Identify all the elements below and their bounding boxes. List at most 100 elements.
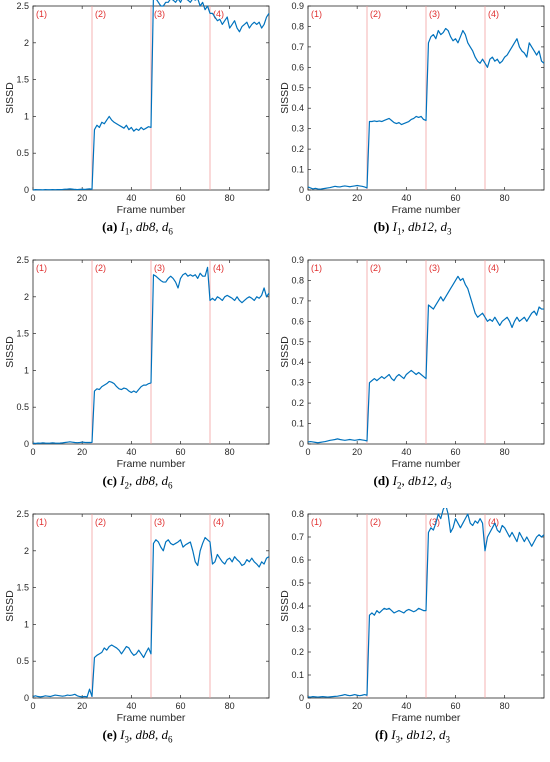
data-point — [330, 440, 331, 441]
data-point — [114, 122, 115, 123]
data-point — [403, 612, 404, 613]
data-point — [352, 186, 353, 187]
data-point — [62, 189, 63, 190]
segment-label: (2) — [95, 263, 106, 273]
data-point — [438, 513, 439, 514]
caption-image-sub: 1 — [124, 226, 130, 237]
data-point — [69, 441, 70, 442]
data-point — [32, 443, 33, 444]
data-point — [82, 189, 83, 190]
data-point — [268, 293, 269, 294]
data-point — [477, 61, 478, 62]
data-point — [246, 22, 247, 23]
data-point — [168, 539, 169, 540]
data-point — [310, 187, 311, 188]
data-point — [325, 696, 326, 697]
data-point — [534, 50, 535, 51]
data-point — [430, 527, 431, 528]
x-tick-label: 0 — [305, 701, 310, 711]
data-point — [207, 267, 208, 268]
data-point — [376, 121, 377, 122]
data-point — [47, 696, 48, 697]
data-point — [229, 296, 230, 297]
data-point — [366, 187, 367, 188]
data-point — [195, 0, 196, 1]
data-point — [425, 378, 426, 379]
y-tick-label: 0.1 — [291, 419, 304, 429]
data-point — [507, 54, 508, 55]
data-point — [141, 127, 142, 128]
y-axis-label: SISSD — [4, 82, 16, 114]
y-tick-label: 0.4 — [291, 103, 304, 113]
data-point — [337, 696, 338, 697]
data-point — [246, 559, 247, 560]
data-point — [37, 696, 38, 697]
data-point — [433, 34, 434, 35]
data-point — [165, 281, 166, 282]
data-point — [322, 188, 323, 189]
x-tick-label: 60 — [175, 447, 185, 457]
data-point — [251, 298, 252, 299]
data-point — [190, 541, 191, 542]
data-point — [116, 386, 117, 387]
data-point — [538, 534, 539, 535]
data-point — [170, 276, 171, 277]
data-point — [116, 647, 117, 648]
data-point — [104, 385, 105, 386]
y-tick-label: 0.1 — [291, 670, 304, 680]
data-point — [202, 276, 203, 277]
data-point — [74, 694, 75, 695]
x-tick-label: 0 — [305, 447, 310, 457]
data-point — [408, 121, 409, 122]
data-point — [438, 300, 439, 301]
data-point — [538, 306, 539, 307]
data-point — [241, 565, 242, 566]
data-point — [406, 610, 407, 611]
data-point — [428, 532, 429, 533]
data-point — [320, 442, 321, 443]
data-point — [317, 696, 318, 697]
data-point — [106, 650, 107, 651]
chart-panel-e: (1) (2) (3) (4) 0 0.5 1 1.5 2 2.5 0 20 40 60 80 Frame n… — [0, 508, 275, 762]
x-tick-label: 40 — [401, 701, 411, 711]
data-point — [455, 38, 456, 39]
y-axis-label: SISSD — [4, 336, 16, 368]
data-point — [484, 63, 485, 64]
data-point — [259, 22, 260, 23]
data-point — [224, 20, 225, 21]
x-tick-label: 40 — [126, 701, 136, 711]
data-point — [516, 317, 517, 318]
data-point — [79, 442, 80, 443]
data-point — [219, 558, 220, 559]
data-point — [163, 281, 164, 282]
data-point — [538, 50, 539, 51]
data-point — [307, 186, 308, 187]
y-tick-label: 0.7 — [291, 296, 304, 306]
x-tick-label: 40 — [401, 193, 411, 203]
chart-panel-c: (1) (2) (3) (4) 0 0.5 1 1.5 2 2.5 0 20 40 60 80 Frame n… — [0, 254, 275, 508]
y-tick-label: 0.6 — [291, 555, 304, 565]
data-point — [381, 610, 382, 611]
caption-image-sub: 2 — [124, 480, 130, 491]
segment-label: (4) — [213, 9, 224, 19]
data-point — [182, 274, 183, 275]
data-point — [219, 298, 220, 299]
data-point — [155, 276, 156, 277]
data-point — [448, 513, 449, 514]
data-point — [332, 439, 333, 440]
data-point — [467, 288, 468, 289]
data-point — [504, 57, 505, 58]
data-point — [371, 121, 372, 122]
data-point — [195, 274, 196, 275]
data-point — [479, 315, 480, 316]
chart-panel-a: (1) (2) (3) (4) 0 0.5 1 1.5 2 2.5 0 20 40 60 80 Frame n… — [0, 0, 275, 254]
data-point — [232, 561, 233, 562]
data-point — [32, 189, 33, 190]
data-point — [479, 63, 480, 64]
data-point — [227, 295, 228, 296]
y-tick-label: 1 — [24, 111, 29, 121]
chart-panel-d: (1) (2) (3) (4) 0 0.1 0.2 0.3 0.4 0.5 0.6 0.7 0.8 0.9… — [275, 254, 550, 508]
segment-label: (4) — [488, 9, 499, 19]
x-tick-label: 20 — [352, 701, 362, 711]
data-point — [416, 116, 417, 117]
